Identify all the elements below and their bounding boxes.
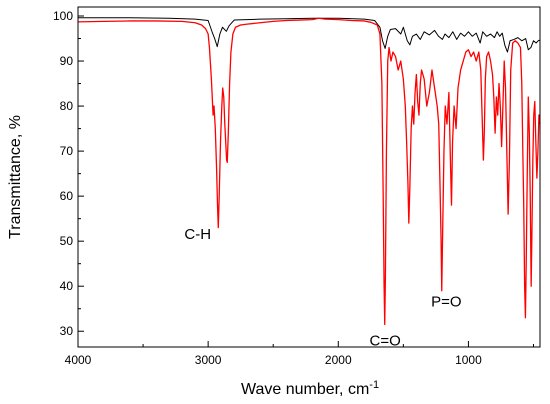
x-axis-label-main: Wave number, cm <box>241 381 369 398</box>
x-tick-label: 2000 <box>325 353 352 367</box>
y-tick-label: 60 <box>60 189 74 203</box>
y-axis-ticks: 30 40 50 60 70 80 90 100 <box>53 9 84 338</box>
y-tick-label: 40 <box>60 279 74 293</box>
x-tick-label: 3000 <box>195 353 222 367</box>
annotation-label: P=O <box>431 293 461 310</box>
y-tick-label: 30 <box>60 324 74 338</box>
x-axis-label-superscript: -1 <box>369 379 379 391</box>
y-tick-label: 70 <box>60 144 74 158</box>
x-tick-label: 4000 <box>65 353 92 367</box>
annotations: C-H C=O P=O <box>184 226 461 350</box>
x-axis-ticks: 4000 3000 2000 1000 <box>65 341 534 367</box>
y-axis-label: Transmittance, % <box>7 115 24 239</box>
y-tick-label: 100 <box>53 9 73 23</box>
y-tick-label: 50 <box>60 234 74 248</box>
x-tick-label: 1000 <box>455 353 482 367</box>
annotation-label: C-H <box>184 226 211 243</box>
y-tick-label: 80 <box>60 99 74 113</box>
series-lines <box>77 17 541 326</box>
series-line-2 <box>77 17 541 326</box>
plot-frame <box>77 6 541 348</box>
y-tick-label: 90 <box>60 54 74 68</box>
series-line-1 <box>78 17 540 53</box>
annotation-label: C=O <box>369 333 400 350</box>
x-axis-label: Wave number, cm-1 <box>241 379 379 398</box>
